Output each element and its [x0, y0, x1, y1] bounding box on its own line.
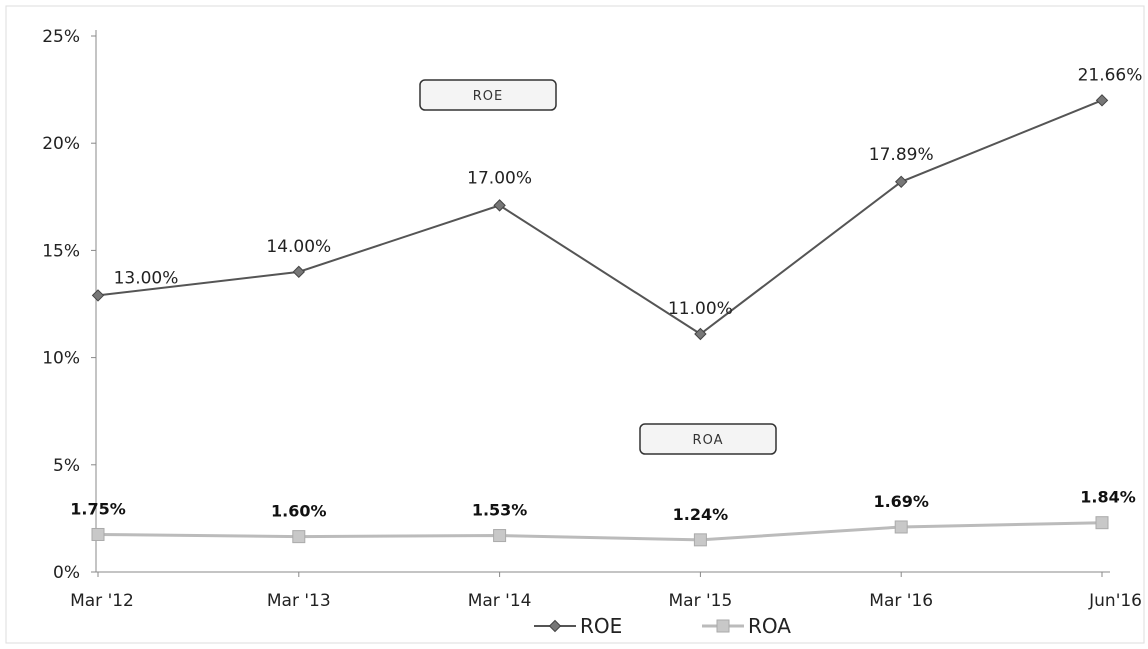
plot-frame [5, 5, 1145, 644]
roe-point [493, 199, 506, 212]
roa-line [97, 521, 1103, 542]
x-tick-label: Mar '14 [468, 591, 532, 611]
roa-point [292, 530, 306, 544]
x-axis-ticks: Mar '12 Mar '13 Mar '14 Mar '15 Mar '16 Jun'1… [70, 572, 1142, 611]
x-tick-label: Mar '15 [669, 591, 733, 611]
series-box [419, 79, 557, 111]
legend-marker [548, 619, 562, 633]
x-tick-label: Mar '12 [70, 591, 134, 611]
roa-data-label: 1.69% [873, 492, 929, 511]
y-axis-ticks: 0% 5% 10% 15% 20% 25% [42, 27, 96, 583]
legend: ROE ROA [534, 614, 791, 638]
roe-point [292, 265, 306, 279]
roe-line [97, 99, 1103, 336]
roa-point [1095, 516, 1109, 530]
y-tick-label: 25% [42, 27, 80, 47]
x-tick-label: Mar '13 [267, 591, 331, 611]
roe-data-label: 21.66% [1078, 65, 1143, 85]
roe-point [91, 289, 105, 302]
series-box-labels: ROE ROA [419, 79, 777, 455]
roa-point [894, 520, 908, 534]
legend-marker [716, 619, 730, 633]
roe-point [1095, 94, 1109, 107]
roe-point [894, 175, 908, 188]
roa-data-label: 1.53% [472, 501, 528, 520]
roe-data-label: 17.89% [869, 145, 934, 165]
x-tick-label: Jun'16 [1088, 591, 1142, 611]
legend-label: ROA [748, 614, 791, 638]
y-tick-label: 20% [42, 134, 80, 154]
roa-data-label: 1.75% [70, 499, 126, 518]
series-box-text: ROE [473, 89, 503, 104]
roe-data-label: 17.00% [467, 168, 532, 188]
y-tick-label: 15% [42, 241, 80, 261]
x-tick-label: Mar '16 [869, 591, 933, 611]
roa-data-label: 1.84% [1080, 488, 1136, 507]
y-tick-label: 10% [42, 349, 80, 369]
roa-point [493, 529, 507, 543]
roe-data-label: 14.00% [266, 237, 331, 257]
roa-point [693, 533, 707, 547]
y-tick-label: 5% [53, 456, 80, 476]
y-tick-label: 0% [53, 563, 80, 583]
roa-data-label: 1.24% [673, 505, 729, 524]
series-layer: 13.00% 14.00% 17.00% 11.00% 17.89% 21.66% 1.75… [70, 65, 1143, 547]
roe-point [694, 327, 707, 341]
series-box-text: ROA [693, 433, 724, 448]
roe-data-label: 13.00% [114, 268, 179, 288]
legend-label: ROE [580, 614, 622, 638]
roe-data-label: 11.00% [668, 299, 733, 319]
series-box [639, 423, 777, 455]
roa-data-label: 1.60% [271, 502, 327, 521]
roa-point [91, 527, 105, 541]
